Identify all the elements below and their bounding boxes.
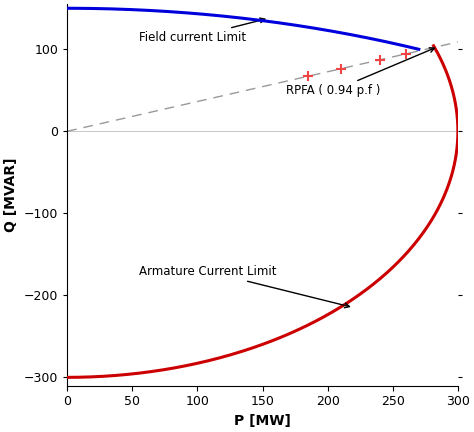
Text: RPFA ( 0.94 p.f ): RPFA ( 0.94 p.f ) — [286, 48, 434, 97]
Y-axis label: Q [MVAR]: Q [MVAR] — [4, 158, 18, 232]
X-axis label: P [MW]: P [MW] — [234, 414, 291, 428]
Text: Field current Limit: Field current Limit — [139, 18, 265, 44]
Text: Armature Current Limit: Armature Current Limit — [139, 265, 349, 308]
